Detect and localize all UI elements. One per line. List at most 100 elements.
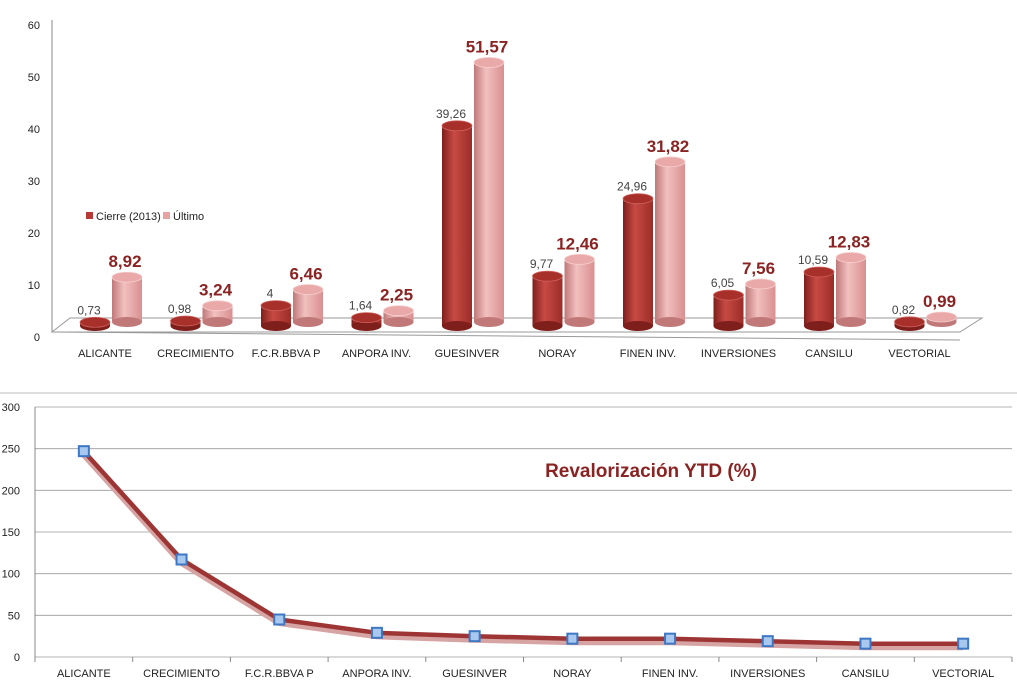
bar-ultimo-base (564, 317, 595, 327)
data-label-ultimo: 3,24 (199, 281, 233, 300)
data-label-ultimo: 0,99 (923, 292, 956, 311)
bar-ultimo-base (112, 317, 142, 327)
x-tick-label: CANSILU (805, 348, 853, 360)
data-label-ultimo: 51,57 (466, 37, 509, 56)
x-tick-label: VECTORIAL (888, 348, 950, 360)
x-tick-label: NORAY (553, 668, 592, 680)
bar-cierre-base (261, 321, 291, 331)
bar-ultimo-top (473, 57, 505, 68)
bar-cierre-base (804, 321, 834, 331)
bar-ultimo-base (202, 317, 233, 327)
x-tick-label: FINEN INV. (642, 668, 698, 680)
bar-ultimo-top (564, 253, 595, 265)
series-line (82, 449, 964, 646)
data-point-marker (859, 637, 872, 650)
bar-ultimo (836, 257, 866, 322)
data-label-cierre: 10,59 (798, 253, 828, 267)
data-point-marker (566, 632, 579, 645)
data-label-cierre: 9,77 (530, 257, 554, 271)
bar-ultimo-base (745, 317, 776, 327)
floor-front-edge (51, 331, 961, 341)
bar-chart-3d: 0 10 20 30 40 50 60 0,73 8,92 ALICANTE 0,98 3,24 CRE… (28, 20, 984, 360)
x-tick-label: F.C.R.BBVA P (245, 668, 314, 680)
data-label-ultimo: 7,56 (742, 259, 775, 278)
x-tick-label: INVERSIONES (730, 668, 805, 680)
y-tick-label: 100 (2, 569, 20, 581)
data-point-marker (664, 632, 677, 645)
bar-cierre-base (442, 321, 472, 331)
bar-ultimo-base (293, 317, 323, 327)
x-tick-label: GUESINVER (442, 668, 507, 680)
bar-ultimo (383, 310, 414, 322)
bar-cierre-top (260, 300, 292, 312)
y-tick-label: 300 (2, 402, 20, 414)
bar-cierre-top (894, 316, 925, 328)
x-tick-label: ALICANTE (78, 348, 132, 360)
y-tick-label: 60 (28, 20, 40, 32)
bar-cierre-top (532, 270, 563, 282)
bar-cierre-base (713, 321, 744, 331)
data-label-ultimo: 6,46 (289, 264, 322, 283)
y-tick-label: 50 (28, 72, 40, 84)
y-tick-label: 50 (8, 610, 20, 622)
data-label-cierre: 0,98 (168, 302, 192, 316)
y-tick-label: 250 (2, 444, 20, 456)
data-point-marker (370, 626, 383, 639)
x-tick-label: FINEN INV. (620, 348, 676, 360)
x-tick-label: CRECIMIENTO (143, 668, 220, 680)
bar-ultimo-top (383, 305, 414, 317)
data-label-ultimo: 12,46 (556, 234, 599, 253)
x-tick-label: CANSILU (842, 668, 890, 680)
y-tick-label: 30 (28, 176, 40, 188)
bar-cierre-top (170, 315, 201, 327)
bar-ultimo (474, 62, 504, 322)
bar-ultimo-top (292, 284, 324, 295)
data-point-marker (77, 445, 90, 458)
data-label-ultimo: 12,83 (828, 232, 871, 251)
y-tick-label: 200 (2, 485, 20, 497)
bar-cierre-top (803, 266, 835, 278)
x-tick-label: VECTORIAL (932, 668, 994, 680)
bar-cierre (442, 125, 472, 326)
legend-label-cierre: Cierre (2013) (96, 211, 161, 223)
bar-cierre (623, 198, 653, 326)
data-label-cierre: 24,96 (617, 180, 647, 194)
bar-cierre (804, 271, 834, 326)
bar-ultimo (564, 259, 595, 322)
x-tick-label: ANPORA INV. (342, 668, 411, 680)
data-point-marker (273, 613, 286, 626)
bar-cierre-top (713, 289, 744, 301)
y-tick-label: 0 (34, 332, 40, 344)
bar-cierre (532, 276, 563, 326)
bar-cierre-top (441, 120, 473, 132)
data-label-cierre: 39,26 (436, 107, 466, 121)
x-tick-label: NORAY (538, 348, 577, 360)
y-tick-label: 0 (14, 652, 20, 664)
bar-ultimo (112, 277, 142, 322)
bar-ultimo-base (383, 317, 414, 327)
bar-ultimo (745, 283, 776, 322)
data-point-marker (175, 553, 188, 566)
bar-cierre-top (79, 316, 111, 328)
bar-ultimo-top (745, 278, 776, 290)
bar-ultimo-top (111, 271, 143, 283)
x-tick-label: F.C.R.BBVA P (252, 348, 321, 360)
x-tick-label: CRECIMIENTO (157, 348, 234, 360)
bar-ultimo-base (474, 317, 504, 327)
bar-cierre-top (351, 312, 382, 324)
bar-ultimo (655, 161, 685, 322)
x-tick-label: ALICANTE (57, 668, 111, 680)
bar-cierre (261, 305, 291, 326)
legend-label-ultimo: Último (173, 210, 204, 223)
data-label-ultimo: 2,25 (380, 286, 413, 305)
bar-ultimo-top (654, 156, 686, 168)
series-line-shadow (81, 451, 964, 651)
y-tick-label: 150 (2, 527, 20, 539)
bar-cierre-base (532, 321, 563, 331)
data-label-ultimo: 31,82 (647, 137, 690, 156)
bar-cierre-top (622, 193, 654, 205)
bar-ultimo-base (655, 317, 685, 327)
x-tick-label: ANPORA INV. (342, 348, 411, 360)
data-point-marker (468, 630, 481, 643)
